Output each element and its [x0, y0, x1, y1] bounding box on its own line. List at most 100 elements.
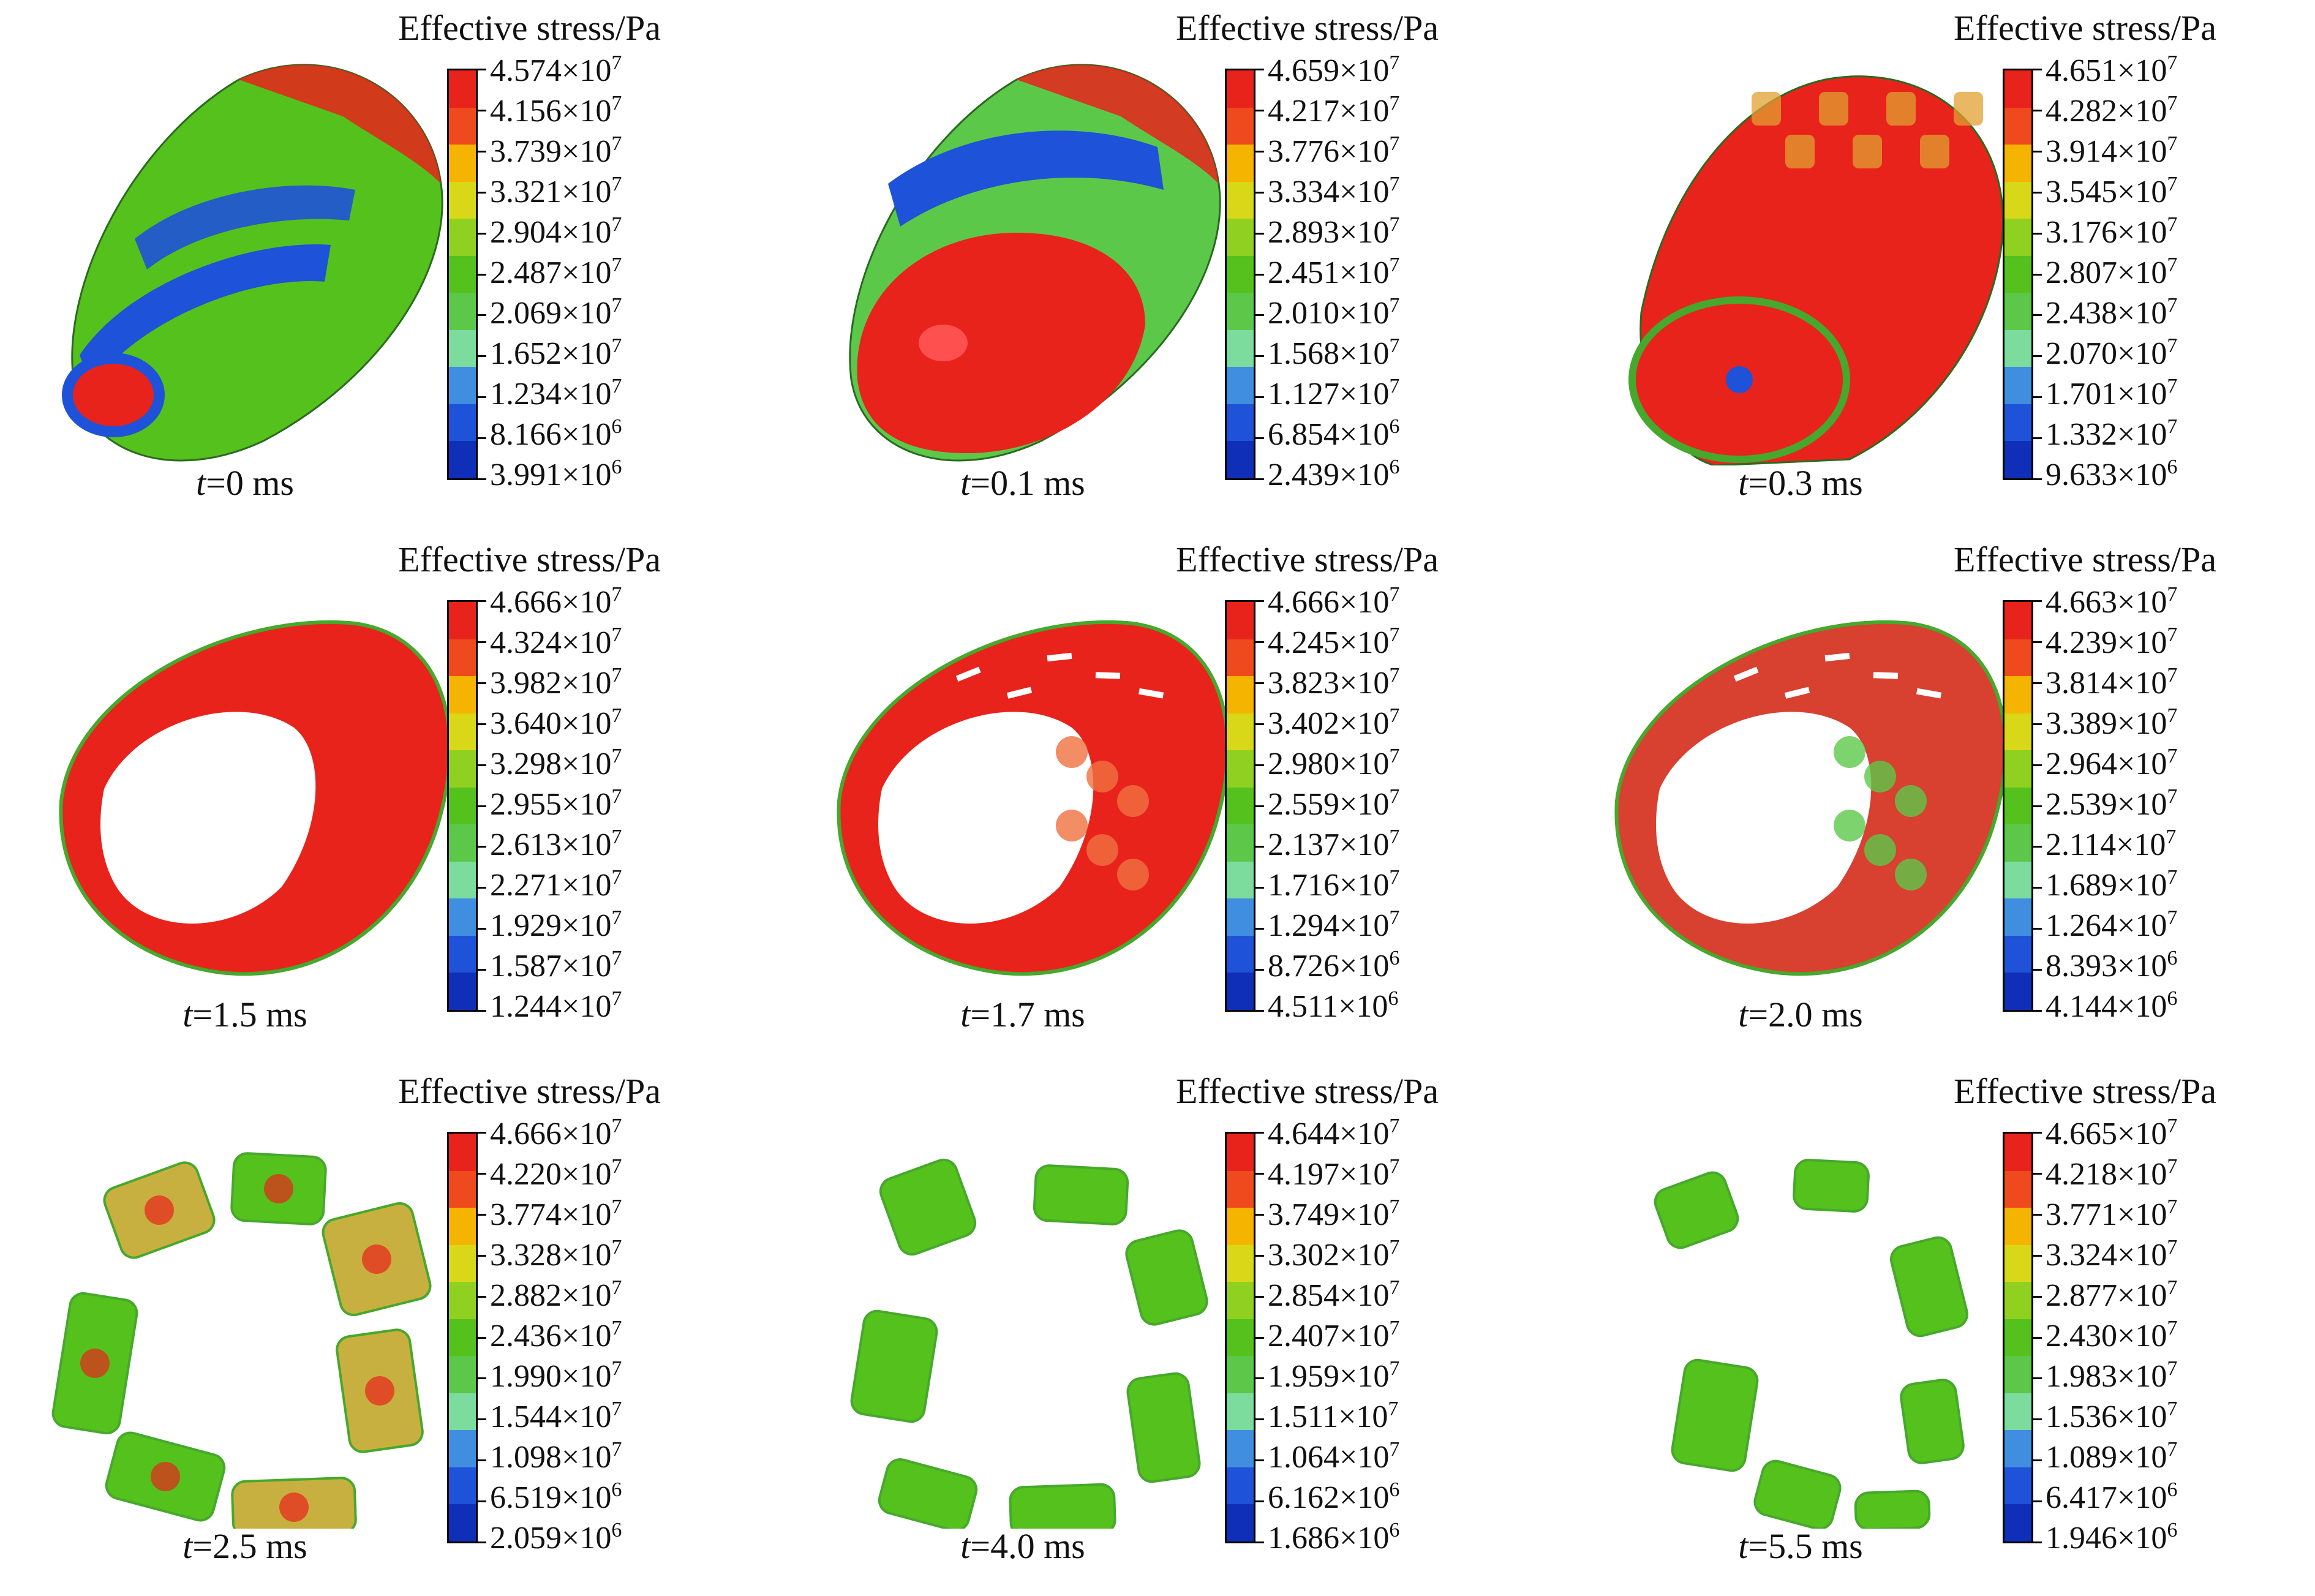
- label-mantissa: 1.652: [490, 336, 562, 371]
- label-exponent: 7: [1389, 132, 1400, 155]
- colorbar-tick: [2033, 1010, 2042, 1012]
- label-mantissa: 2.487: [490, 255, 562, 290]
- time-variable: t: [1738, 1526, 1748, 1566]
- colorbar-tick: [2033, 1295, 2042, 1298]
- colorbar-label: 3.640×107: [490, 706, 622, 740]
- times-sign: ×10: [562, 1116, 612, 1151]
- times-sign: ×10: [2117, 747, 2167, 781]
- label-mantissa: 2.964: [2046, 747, 2117, 781]
- label-exponent: 7: [1388, 1398, 1399, 1420]
- colorbar-labels: 4.651×107 4.282×107 3.914×107 3.545×107 3.17…: [2046, 53, 2303, 496]
- colorbar-tick: [478, 764, 486, 766]
- times-sign: ×10: [1339, 706, 1390, 741]
- colorbar: [1225, 69, 1255, 480]
- colorbar-ticks: [478, 600, 486, 1012]
- colorbar-segment: [2004, 898, 2031, 936]
- times-sign: ×10: [562, 1157, 612, 1192]
- label-exponent: 7: [1389, 906, 1400, 929]
- label-exponent: 7: [1389, 1317, 1400, 1339]
- colorbar-segment: [2004, 713, 2031, 751]
- times-sign: ×10: [2117, 1238, 2167, 1273]
- label-exponent: 7: [2167, 1115, 2178, 1137]
- colorbar-label: 4.245×107: [1268, 625, 1399, 659]
- colorbar-label: 9.633×106: [2046, 457, 2177, 491]
- colorbar-label: 4.144×106: [2046, 988, 2177, 1023]
- label-mantissa: 1.234: [490, 377, 562, 412]
- colorbar-tick: [1255, 396, 1264, 399]
- colorbar-label: 2.430×107: [2046, 1318, 2177, 1352]
- times-sign: ×10: [2117, 336, 2167, 371]
- colorbar-label: 3.328×107: [490, 1237, 622, 1271]
- time-value: =0.3 ms: [1748, 463, 1863, 503]
- label-mantissa: 4.217: [1268, 94, 1339, 129]
- colorbar-segment: [2004, 329, 2031, 367]
- time-variable: t: [195, 463, 206, 503]
- colorbar-segment: [449, 441, 476, 479]
- label-mantissa: 1.990: [490, 1359, 562, 1394]
- colorbar: [447, 600, 478, 1012]
- label-mantissa: 6.854: [1268, 417, 1339, 452]
- colorbar-segment: [1227, 70, 1254, 108]
- times-sign: ×10: [2117, 1521, 2167, 1556]
- times-sign: ×10: [562, 94, 612, 129]
- colorbar-tick: [1255, 355, 1264, 358]
- label-exponent: 6: [611, 1478, 622, 1501]
- colorbar-label: 3.991×106: [490, 457, 622, 491]
- times-sign: ×10: [1339, 336, 1390, 371]
- label-exponent: 6: [1388, 987, 1399, 1010]
- colorbar-label: 2.559×107: [1268, 786, 1399, 821]
- colorbar-segment: [2004, 1393, 2031, 1431]
- deformed-shell: [59, 620, 452, 976]
- colorbar-tick: [478, 682, 486, 684]
- colorbar-tick: [2033, 150, 2042, 152]
- label-exponent: 7: [2167, 1155, 2178, 1178]
- colorbar-tick: [1255, 273, 1264, 276]
- label-exponent: 7: [1389, 623, 1400, 646]
- colorbar-segment: [1227, 1244, 1254, 1282]
- colorbar-tick: [1255, 314, 1264, 317]
- colorbar-label: 3.814×107: [2046, 665, 2177, 699]
- colorbar-label: 2.438×107: [2046, 295, 2177, 329]
- colorbar-segment: [2004, 1208, 2031, 1245]
- colorbar-ticks: [1255, 1132, 1264, 1543]
- label-mantissa: 2.137: [1268, 827, 1339, 862]
- colorbar-ticks: [478, 69, 486, 480]
- label-exponent: 7: [1389, 1115, 1400, 1137]
- colorbar-labels: 4.659×107 4.217×107 3.776×107 3.334×107 2.89…: [1268, 53, 1525, 496]
- legend-title: Effective stress/Pa: [398, 8, 661, 48]
- colorbar-label: 1.234×107: [490, 376, 622, 412]
- colorbar-tick: [478, 969, 486, 971]
- simulation-render: [850, 1158, 1208, 1529]
- colorbar-segment: [2004, 107, 2031, 145]
- colorbar-tick: [1255, 69, 1264, 70]
- time-caption: t=0.1 ms: [906, 462, 1139, 503]
- label-exponent: 7: [1389, 1155, 1400, 1178]
- colorbar-label: 1.689×107: [2046, 867, 2177, 902]
- colorbar-label: 2.436×107: [490, 1318, 622, 1353]
- colorbar-segment: [449, 1504, 476, 1542]
- colorbar-tick: [478, 928, 486, 930]
- colorbar-segment: [449, 219, 476, 256]
- label-mantissa: 1.511: [1268, 1399, 1339, 1434]
- colorbar-segment: [449, 367, 476, 404]
- time-caption: t=1.5 ms: [129, 994, 361, 1035]
- label-mantissa: 4.282: [2046, 94, 2117, 129]
- times-sign: ×10: [562, 1440, 612, 1475]
- time-caption: t=5.5 ms: [1684, 1526, 1917, 1567]
- label-exponent: 7: [1389, 745, 1400, 767]
- label-mantissa: 1.064: [1268, 1440, 1339, 1475]
- fragmented-shell: [850, 1158, 1208, 1529]
- colorbar-tick: [478, 355, 486, 358]
- times-sign: ×10: [562, 1319, 612, 1353]
- label-mantissa: 2.069: [490, 296, 562, 331]
- colorbar-tick: [1255, 1213, 1264, 1216]
- colorbar-segment: [449, 935, 476, 973]
- colorbar-segment: [1227, 1208, 1254, 1245]
- colorbar-tick: [2033, 69, 2042, 70]
- colorbar-labels: 4.663×107 4.239×107 3.814×107 3.389×107 2.96…: [2046, 584, 2303, 1028]
- colorbar-tick: [478, 1541, 486, 1543]
- colorbar-segment: [2004, 1467, 2031, 1505]
- colorbar-tick: [2033, 1254, 2042, 1257]
- label-exponent: 7: [611, 1195, 622, 1218]
- times-sign: ×10: [1339, 1319, 1390, 1353]
